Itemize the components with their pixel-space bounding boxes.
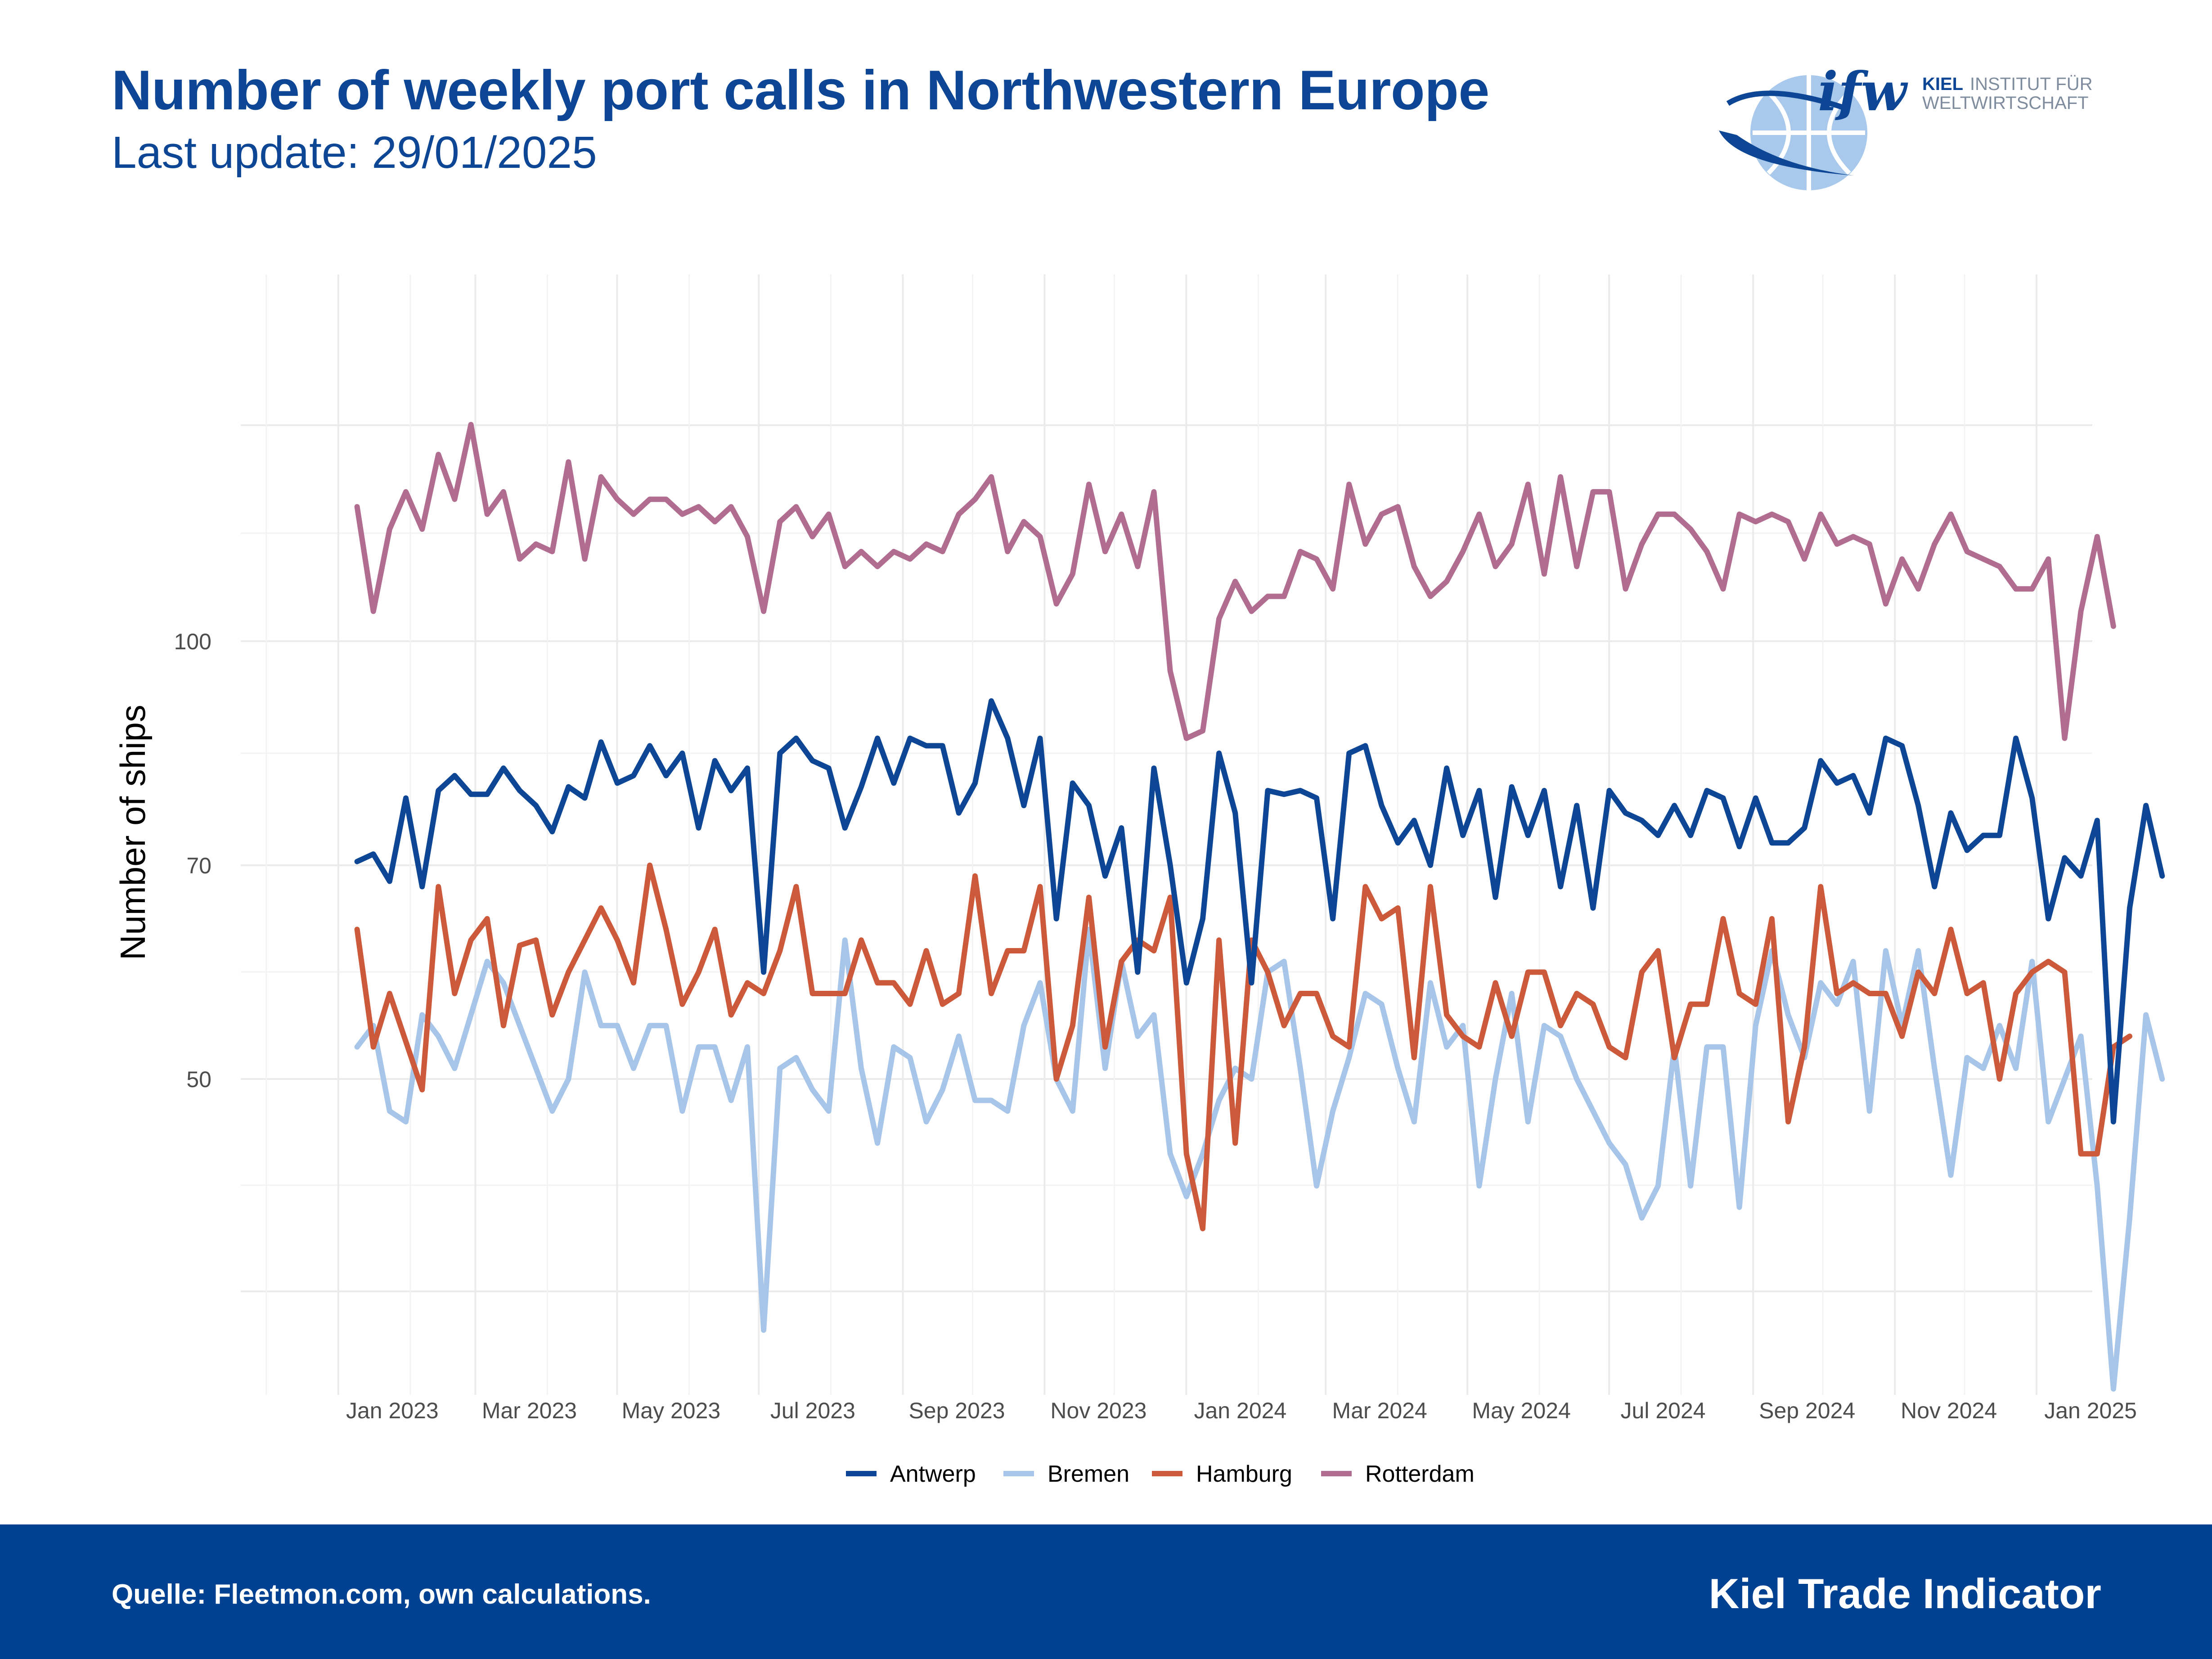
x-tick-label: Jan 2024 [1194,1398,1287,1423]
series-line-rotterdam [354,422,2116,741]
legend-label-hamburg: Hamburg [1196,1461,1292,1487]
logo-line1-rest: INSTITUT FÜR [1970,74,2093,94]
legend: Antwerp Bremen Hamburg Rotterdam [846,1461,1475,1487]
legend-label-rotterdam: Rotterdam [1365,1461,1475,1487]
x-tick-label: Mar 2023 [482,1398,577,1423]
series-line-hamburg [354,863,2132,1232]
legend-label-bremen: Bremen [1048,1461,1129,1487]
x-tick-label: Sep 2023 [908,1398,1005,1423]
x-tick-label: Jan 2023 [346,1398,439,1423]
x-axis-ticks: Jan 2023 Mar 2023 May 2023 Jul 2023 Sep 2023… [346,1398,2137,1423]
x-tick-label: May 2024 [1472,1398,1571,1423]
ifw-logo: ifw KIEL INSTITUT FÜR WELTWIRTSCHAFT [1719,60,2093,190]
y-tick-label: 50 [186,1067,211,1092]
source-note: Quelle: Fleetmon.com, own calculations. [112,1579,651,1610]
grid-lines [241,274,2092,1395]
x-tick-label: Jul 2023 [770,1398,855,1423]
y-tick-label: 70 [186,853,211,878]
logo-line1-bold: KIEL [1922,74,1963,94]
chart-subtitle: Last update: 29/01/2025 [112,127,597,178]
x-tick-label: Nov 2023 [1050,1398,1146,1423]
brand-label: Kiel Trade Indicator [1708,1570,2101,1617]
legend-label-antwerp: Antwerp [890,1461,976,1487]
x-tick-label: Jan 2025 [2044,1398,2137,1423]
series-line-bremen [354,926,2165,1392]
x-tick-label: Mar 2024 [1332,1398,1427,1423]
series-line-antwerp [354,698,2165,1124]
y-axis-ticks: 50 70 100 [174,629,211,1092]
logo-line2: WELTWIRTSCHAFT [1922,93,2089,113]
footer-bar: Quelle: Fleetmon.com, own calculations. … [0,1524,2212,1659]
x-tick-label: Jul 2024 [1621,1398,1706,1423]
x-tick-label: May 2023 [622,1398,721,1423]
series-lines [354,422,2165,1392]
x-tick-label: Sep 2024 [1759,1398,1855,1423]
logo-mark: ifw [1818,60,1908,123]
chart-title: Number of weekly port calls in Northwest… [112,59,1489,121]
y-tick-label: 100 [174,629,211,654]
y-axis-label: Number of ships [113,705,153,960]
x-tick-label: Nov 2024 [1901,1398,1997,1423]
